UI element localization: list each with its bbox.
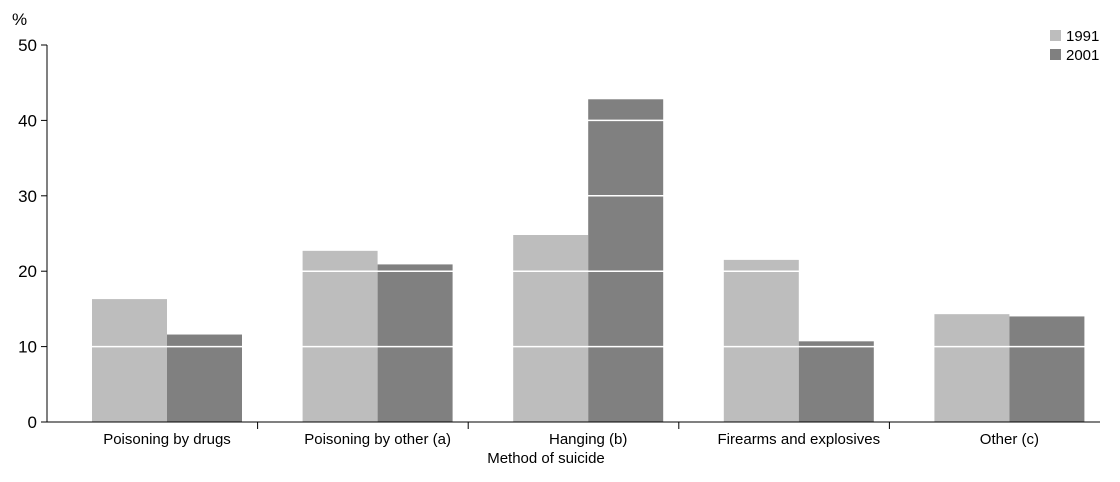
legend-swatch-1991 bbox=[1050, 30, 1061, 41]
category-label-other-c: Other (c) bbox=[980, 431, 1039, 448]
category-label-hanging-b: Hanging (b) bbox=[549, 431, 627, 448]
legend-label-2001: 2001 bbox=[1066, 47, 1099, 64]
y-axis-ticks: 0 10 20 30 40 50 bbox=[18, 36, 47, 432]
bar-poisoning-by-other-a-2001 bbox=[377, 264, 453, 422]
bar-firearms-and-explosives-2001 bbox=[798, 341, 874, 422]
bar-poisoning-by-other-a-1991 bbox=[302, 250, 378, 422]
y-tick-label: 40 bbox=[18, 111, 37, 130]
y-tick-label: 50 bbox=[18, 36, 37, 55]
category-label-poisoning-by-drugs: Poisoning by drugs bbox=[103, 431, 231, 448]
y-tick-label: 30 bbox=[18, 187, 37, 206]
bar-hanging-b-1991 bbox=[513, 235, 589, 422]
x-axis-ticks: Poisoning by drugs Poisoning by other (a)… bbox=[103, 422, 1039, 448]
legend-swatch-2001 bbox=[1050, 49, 1061, 60]
bars bbox=[92, 99, 1085, 423]
bar-hanging-b-2001 bbox=[588, 99, 664, 423]
bar-other-c-1991 bbox=[934, 314, 1010, 422]
y-tick-label: 0 bbox=[28, 413, 37, 432]
y-axis-unit-label: % bbox=[12, 10, 27, 29]
bar-firearms-and-explosives-1991 bbox=[723, 259, 799, 422]
x-axis-title: Method of suicide bbox=[487, 450, 605, 467]
bar-poisoning-by-drugs-1991 bbox=[92, 299, 167, 422]
gridlines bbox=[48, 44, 1100, 348]
category-label-firearms-and-explosives: Firearms and explosives bbox=[718, 431, 881, 448]
legend-label-1991: 1991 bbox=[1066, 28, 1099, 45]
y-tick-label: 20 bbox=[18, 262, 37, 281]
bar-other-c-2001 bbox=[1009, 316, 1085, 422]
category-label-poisoning-by-other-a: Poisoning by other (a) bbox=[304, 431, 451, 448]
y-tick-label: 10 bbox=[18, 338, 37, 357]
bar-poisoning-by-drugs-2001 bbox=[167, 334, 242, 422]
legend: 1991 2001 bbox=[1050, 28, 1099, 64]
